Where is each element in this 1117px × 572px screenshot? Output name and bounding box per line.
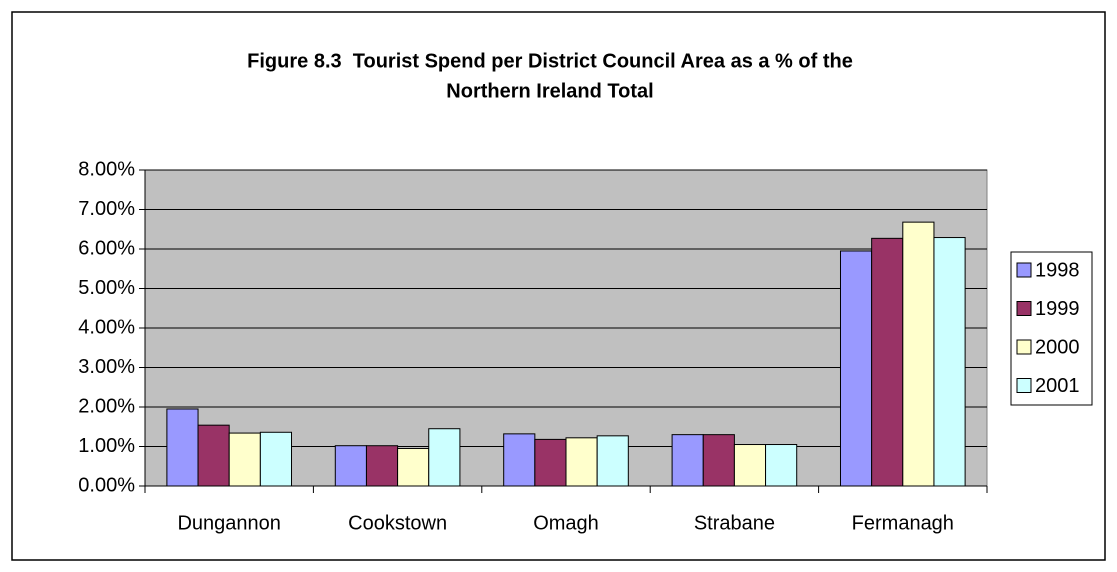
chart-title: Northern Ireland Total [446,80,653,102]
bar [365,445,399,487]
legend-swatch [1016,262,1032,278]
bar [596,435,629,487]
bar [565,437,598,487]
x-tick-label: Fermanagh [852,512,954,534]
legend-label: 2000 [1035,336,1080,358]
bar [397,447,430,487]
bar [259,431,293,487]
bar [428,428,461,487]
bar [197,424,230,487]
bar [933,237,966,487]
legend-swatch [1016,301,1032,316]
y-tick-label: 2.00% [78,395,135,417]
bar [902,221,935,487]
bar [334,445,367,487]
bar [671,434,704,487]
y-tick-label: 4.00% [78,316,135,338]
y-tick-label: 7.00% [78,198,135,220]
chart-title: Figure 8.3 Tourist Spend per District Co… [247,50,853,72]
bar [503,433,536,487]
bar [733,444,767,487]
y-tick-label: 5.00% [78,277,135,299]
x-tick-label: Strabane [694,512,775,534]
y-tick-label: 3.00% [78,356,135,378]
legend-label: 2001 [1035,375,1080,397]
bar [702,434,735,487]
y-tick-label: 1.00% [78,435,135,457]
y-tick-label: 6.00% [78,237,135,259]
x-tick-label: Cookstown [348,512,447,534]
bar [765,444,798,487]
legend-swatch [1016,339,1032,355]
y-tick-label: 0.00% [78,474,135,496]
y-tick-label: 8.00% [78,158,135,180]
x-tick-label: Omagh [533,512,599,534]
bar [228,432,261,487]
bar [534,438,567,487]
x-tick-label: Dungannon [177,512,280,534]
bar [839,250,873,487]
legend-label: 1999 [1035,298,1080,320]
bar [871,237,904,487]
bar [166,408,199,487]
legend-swatch [1016,378,1032,393]
legend-label: 1998 [1035,259,1080,281]
